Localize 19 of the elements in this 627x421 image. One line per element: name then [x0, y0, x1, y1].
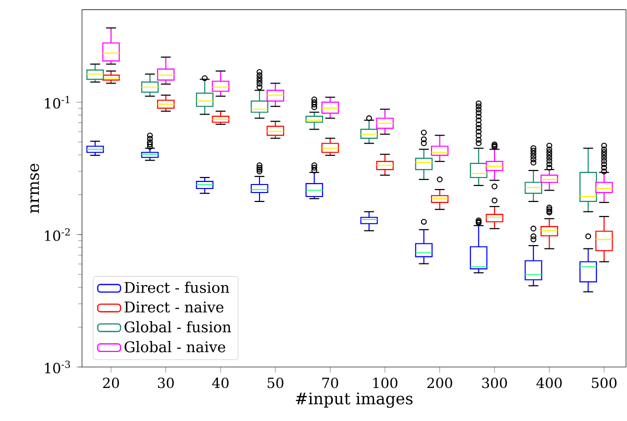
legend-label: Direct - naive	[124, 302, 224, 313]
x-tick-label: 20	[103, 378, 119, 388]
x-tick-label: 200	[427, 378, 452, 388]
y-tick-label: 10$^{-3}$	[45, 360, 70, 374]
x-axis-title: #input images	[296, 392, 412, 408]
x-tick-label: 100	[373, 378, 398, 388]
x-tick-label: 50	[268, 378, 284, 388]
legend-label: Global - naive	[124, 341, 226, 352]
x-tick-label: 40	[212, 378, 229, 388]
x-tick-label: 400	[536, 378, 562, 388]
x-tick-label: 300	[482, 378, 507, 388]
x-tick-label: 500	[592, 378, 617, 388]
legend-label: Direct - fusion	[124, 282, 230, 293]
x-tick-label: 70	[322, 378, 338, 388]
x-tick-label: 30	[158, 378, 174, 388]
y-tick-label: 10$^{-1}$	[45, 96, 70, 109]
y-axis-title: nrmse	[30, 164, 40, 214]
y-tick-label: 10$^{-2}$	[45, 228, 70, 241]
legend-label: Global - fusion	[124, 321, 232, 332]
